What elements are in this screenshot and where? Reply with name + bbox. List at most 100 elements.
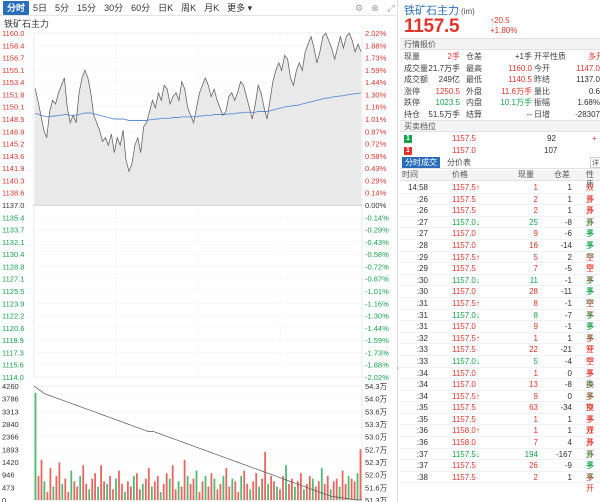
tick-row[interactable]: :33 1157.0↓ 5 -4 空平 (400, 356, 600, 378)
tab-day-k[interactable]: 日K (158, 2, 174, 13)
quote-row: 成交量 21.7万手 最高 1160.0 今开 1147.0 (400, 63, 600, 75)
volume-tick-label: 2840 (2, 420, 19, 429)
volume-bar (139, 489, 141, 500)
tick-row[interactable]: :31 1157.0↓ 8 -7 多平 (400, 310, 600, 331)
tick-volume: 9 (533, 391, 538, 401)
tick-volume: 22 (529, 345, 538, 355)
tick-volume: 1 (533, 333, 538, 343)
price-chart[interactable]: 1160.0 2.02% 1158.4 1.88% 1156.7 1.73% 1155.1 1… (0, 16, 398, 380)
tick-row[interactable]: :35 1157.5 1 1 多开 (400, 414, 600, 435)
tab-month-k[interactable]: 月K (204, 2, 220, 13)
tick-row[interactable]: :27 1157.0↓ 25 -8 多平 (400, 217, 600, 238)
change-amount: ↑20.5 (490, 16, 510, 25)
quote-value: 1160.0 (508, 63, 532, 73)
tab-ticks[interactable]: 分时成交 (402, 157, 440, 168)
maximize-icon[interactable]: ⤢ (387, 3, 395, 13)
tick-volume: 194 (524, 449, 538, 459)
volume-bar (219, 483, 222, 500)
tick-volume: 1 (533, 183, 538, 192)
tick-row[interactable]: :30 1157.0↓ 11 -1 多平 (400, 275, 600, 296)
tick-row[interactable]: :28 1157.0 16 -14 多平 (400, 240, 600, 262)
tick-row[interactable]: :30 1157.0 28 -11 多平 (400, 286, 600, 308)
tab-intraday[interactable]: 分时 (3, 0, 30, 15)
volume-bar (291, 478, 293, 500)
close-icon[interactable]: ⊗ (371, 3, 379, 13)
tab-15min[interactable]: 15分 (77, 2, 97, 13)
tick-nature: 空平 (586, 356, 594, 378)
tab-5min[interactable]: 5分 (55, 2, 70, 13)
price-tick-label: 1120.6 (2, 324, 24, 333)
volume-bar (174, 489, 177, 500)
volume-bar (356, 473, 359, 500)
price-tick-label: 1156.7 (2, 54, 24, 63)
panel-toggle-icon[interactable]: › (397, 366, 399, 372)
volume-bar (177, 481, 180, 500)
tick-row[interactable]: :29 1157.5 7 -5 空平 (400, 263, 600, 285)
tick-time: :29 (416, 264, 428, 274)
volume-bar (303, 489, 305, 500)
volume-bar (201, 481, 204, 500)
tick-table[interactable]: 14:58 1157.5↑ 1 1 双开:26 1157.5 2 1 多开:26 1157.5 2 1… (400, 182, 600, 493)
quote-label: 跌停 (404, 98, 420, 107)
tick-time: :37 (416, 449, 428, 459)
tick-row[interactable]: :38 1157.5 2 1 多开 (400, 472, 600, 493)
volume-bar (109, 475, 111, 500)
quote-row: 涨停 1250.5 外盘 11.6万手 量比 0.6 (400, 86, 600, 98)
tick-row[interactable]: :37 1157.5 26 -9 多平 (400, 460, 600, 482)
volume-bar (243, 470, 246, 500)
volume-bar (97, 486, 99, 500)
percent-tick-label: -1.59% (365, 336, 389, 345)
oi-tick-label: 52.3万 (365, 458, 388, 467)
tick-row[interactable]: :26 1157.5 2 1 多开 (400, 194, 600, 215)
quote-value: 1.68% (577, 98, 600, 107)
volume-bar (261, 478, 263, 500)
tick-row[interactable]: :36 1158.0 7 4 多开 (400, 437, 600, 459)
tab-more[interactable]: 更多 ▾ (223, 1, 256, 15)
volume-bar (359, 449, 362, 500)
level-badge: 1 (404, 135, 412, 143)
tick-row[interactable]: :31 1157.5↑ 8 -1 空平 (400, 298, 600, 320)
tick-volume: 8 (533, 310, 538, 320)
tick-row[interactable]: 14:58 1157.5↑ 1 1 双开 (400, 182, 600, 204)
book-volume: 92 (547, 134, 556, 143)
tick-row[interactable]: :36 1158.0↑ 1 1 双开 (400, 425, 600, 447)
tick-row[interactable]: :33 1157.5 22 -21 空平 (400, 344, 600, 366)
price-tick-label: 1133.7 (2, 226, 24, 235)
volume-bar (94, 473, 96, 500)
chart-tools: ⚙ ⊗ ⤢ (354, 0, 396, 16)
tick-time: :36 (416, 438, 428, 448)
tab-30min[interactable]: 30分 (104, 2, 124, 13)
tick-volume: 5 (533, 356, 538, 366)
tick-row[interactable]: :34 1157.5↑ 9 0 多换 (400, 391, 600, 412)
tick-price: 1157.5↑ (452, 298, 480, 308)
quote-cell: 成交额 249亿 (400, 74, 464, 86)
chart-settings-icon[interactable]: ⚙ (354, 3, 364, 13)
tab-60min[interactable]: 60分 (131, 2, 151, 13)
book-row[interactable]: 1 1157.0 107 (400, 145, 600, 157)
tick-oi-change: 1 (567, 194, 572, 204)
tab-5day[interactable]: 5日 (33, 2, 48, 13)
quote-label: 成交量 (404, 63, 428, 73)
volume-bar (136, 473, 138, 500)
tick-oi-change: -34 (560, 403, 572, 413)
percent-tick-label: -0.14% (365, 213, 389, 222)
tick-price: 1157.5↑ (452, 183, 480, 192)
tick-time: :26 (416, 194, 428, 204)
price-tick-label: 1132.1 (2, 238, 24, 247)
tick-row[interactable]: :32 1157.5↑ 1 1 多开 (400, 333, 600, 354)
tick-row[interactable]: :34 1157.0 13 -8 多平 (400, 379, 600, 401)
tick-row[interactable]: :29 1157.5↑ 5 2 空平 (400, 252, 600, 273)
tab-week-k[interactable]: 周K (181, 2, 197, 13)
tick-row[interactable]: :35 1157.5 63 -34 空平 (400, 402, 600, 424)
tick-row[interactable]: :27 1157.0 9 -6 多平 (400, 228, 600, 250)
tick-row[interactable]: :34 1157.0 1 0 多换 (400, 368, 600, 389)
tick-row[interactable]: :37 1157.5↓ 194 -167 多平 (400, 449, 600, 470)
tick-row[interactable]: :31 1157.0 9 -1 多平 (400, 321, 600, 343)
quote-label: 持仓 (404, 109, 420, 119)
volume-bar (210, 473, 213, 500)
book-row[interactable]: 1 1157.5 92 + (400, 133, 600, 145)
detail-button[interactable]: 详 (590, 157, 600, 168)
volume-chart[interactable]: 4260 54.3万 3786 54.0万 3313 53.6万 2840 53.3万 2366… (0, 380, 398, 502)
tick-row[interactable]: :26 1157.5 2 1 多开 (400, 205, 600, 227)
tab-price-table[interactable]: 分价表 (447, 158, 471, 167)
